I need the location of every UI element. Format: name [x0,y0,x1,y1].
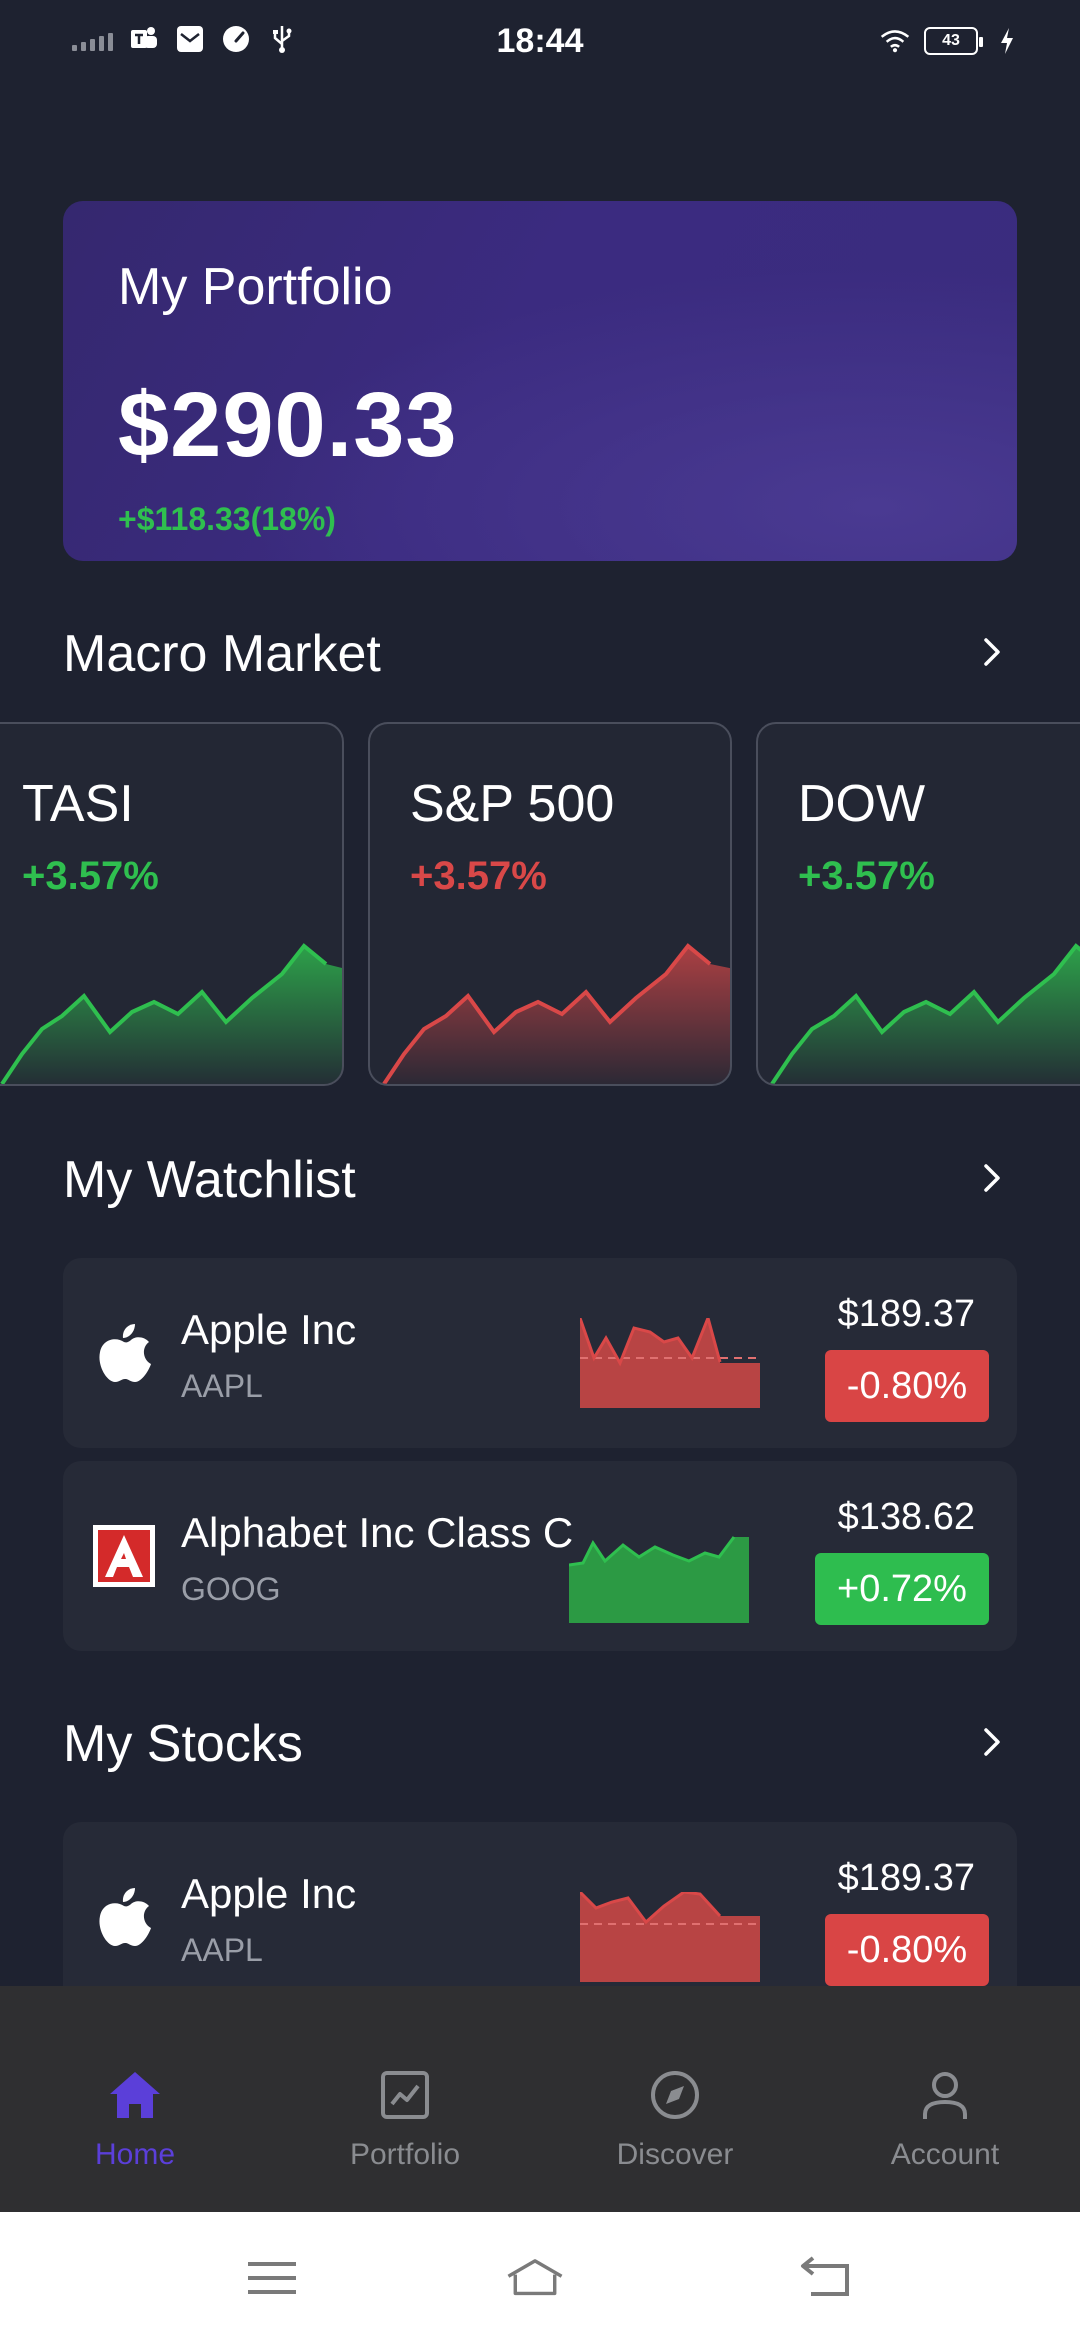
alphabet-logo-icon [91,1523,157,1589]
signal-icon [72,27,113,51]
stocks-chevron-right-icon[interactable] [974,1724,1010,1760]
macro-card-change: +3.57% [410,854,547,898]
teams-icon [129,24,159,54]
watchlist-chevron-right-icon[interactable] [974,1160,1010,1196]
usb-icon [267,24,297,54]
portfolio-change: +$118.33(18%) [118,501,336,537]
charging-icon [992,26,1022,56]
watchlist-title: My Watchlist [63,1151,356,1209]
stock-ticker: AAPL [181,1368,263,1404]
macro-card-sparkline [382,943,730,1084]
battery-icon: 43 [924,27,983,55]
stock-change-badge: -0.80% [825,1914,989,1986]
stock-sparkline [569,1536,749,1623]
stock-sparkline [580,1892,760,1982]
mail-icon [175,24,205,54]
bottom-nav: Home Portfolio Discover Account [0,1986,1080,2212]
portfolio-value: $290.33 [118,374,458,476]
macro-card-dow[interactable]: DOW +3.57% [756,722,1080,1086]
nav-item-portfolio[interactable]: Portfolio [270,1986,540,2212]
speedometer-icon [221,24,251,54]
status-right-icons: 43 [880,26,1022,56]
stock-change-badge: -0.80% [825,1350,989,1422]
compass-icon [651,2071,699,2119]
stock-price: $138.62 [837,1496,975,1538]
nav-label-discover: Discover [616,2138,734,2171]
portfolio-chart-icon [381,2071,429,2119]
menu-icon[interactable] [242,2248,302,2308]
portfolio-title: My Portfolio [118,258,393,316]
status-bar: 18:44 43 [0,0,1080,84]
macro-card-sparkline [770,943,1080,1084]
status-time: 18:44 [496,22,584,60]
watchlist-row-aapl[interactable]: Apple Inc AAPL $189.37 -0.80% [63,1258,1017,1448]
stock-ticker: AAPL [181,1932,263,1968]
status-left-icons [72,24,297,54]
apple-logo-icon [91,1884,157,1950]
user-icon [923,2072,967,2119]
back-icon[interactable] [795,2248,855,2308]
macro-card-sp500[interactable]: S&P 500 +3.57% [368,722,732,1086]
nav-label-home: Home [94,2138,176,2171]
nav-label-account: Account [890,2138,1000,2171]
macro-market-title: Macro Market [63,625,381,683]
wifi-icon [880,26,910,56]
nav-item-account[interactable]: Account [810,1986,1080,2212]
battery-level: 43 [942,32,960,49]
stock-name: Apple Inc [181,1306,357,1353]
home-icon [110,2072,160,2118]
macro-card-sparkline [0,943,342,1084]
macro-card-tasi[interactable]: TASI +3.57% [0,722,344,1086]
stocks-title: My Stocks [63,1715,303,1773]
stock-name: Apple Inc [181,1870,357,1917]
macro-card-name: TASI [22,775,134,833]
macro-market-chevron-right-icon[interactable] [974,634,1010,670]
stock-change-badge: +0.72% [815,1553,989,1625]
stock-price: $189.37 [837,1857,975,1899]
macro-card-change: +3.57% [798,854,935,898]
macro-card-change: +3.57% [22,854,159,898]
nav-item-home[interactable]: Home [0,1986,270,2212]
home-button-icon[interactable] [505,2248,565,2308]
apple-logo-icon [91,1320,157,1386]
system-nav-bar [0,2212,1080,2340]
watchlist-row-goog[interactable]: Alphabet Inc Class C GOOG $138.62 +0.72% [63,1461,1017,1651]
portfolio-card[interactable]: My Portfolio $290.33 +$118.33(18%) [63,201,1017,561]
stock-price: $189.37 [837,1293,975,1335]
stock-name: Alphabet Inc Class C [181,1509,574,1556]
nav-item-discover[interactable]: Discover [540,1986,810,2212]
stock-ticker: GOOG [181,1571,281,1607]
stocks-row-aapl[interactable]: Apple Inc AAPL $189.37 -0.80% [63,1822,1017,2012]
macro-card-name: DOW [798,775,926,833]
nav-label-portfolio: Portfolio [349,2138,461,2171]
macro-card-name: S&P 500 [410,775,615,833]
stock-sparkline [580,1318,760,1408]
